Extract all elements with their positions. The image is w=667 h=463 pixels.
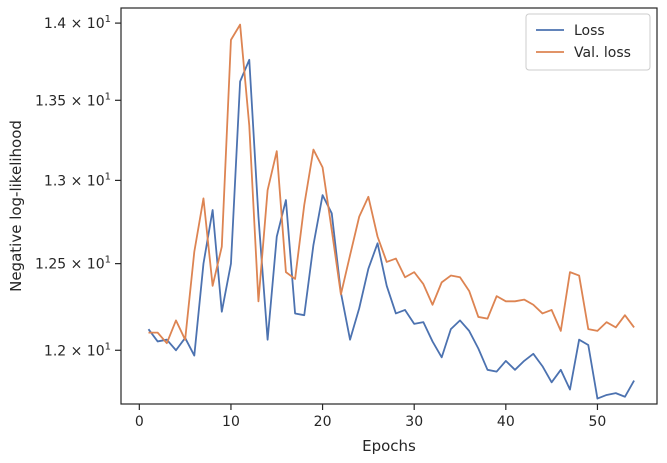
y-axis: 1.2 × 101 1.25 × 101 1.3 × 101 1.35 × 101 1.… [35,14,121,359]
x-tick-label: 10 [222,414,240,430]
legend-entry: Loss [574,23,605,39]
y-tick-label: 1.35 × 101 [35,91,111,109]
x-tick-label: 50 [589,414,607,430]
legend-entry: Val. loss [574,45,631,61]
x-tick-label: 20 [314,414,332,430]
y-tick-label: 1.25 × 101 [35,255,111,273]
series-line-val-loss [148,23,635,345]
series-line-loss [147,58,635,400]
x-tick-label: 30 [405,414,423,430]
x-axis-label: Epochs [362,437,416,455]
legend: Loss Val. loss [525,13,651,71]
y-axis-label: Negative log-likelihood [7,120,25,292]
plot-frame [120,7,658,405]
y-tick-label: 1.3 × 101 [44,171,111,189]
x-tick-label: 0 [135,414,144,430]
plot-area [120,7,658,405]
x-axis: 0 10 20 30 40 50 [135,404,606,430]
y-tick-label: 1.4 × 101 [44,14,111,32]
y-tick-label: 1.2 × 101 [44,341,111,359]
x-tick-label: 40 [497,414,515,430]
legend-box [525,13,651,71]
